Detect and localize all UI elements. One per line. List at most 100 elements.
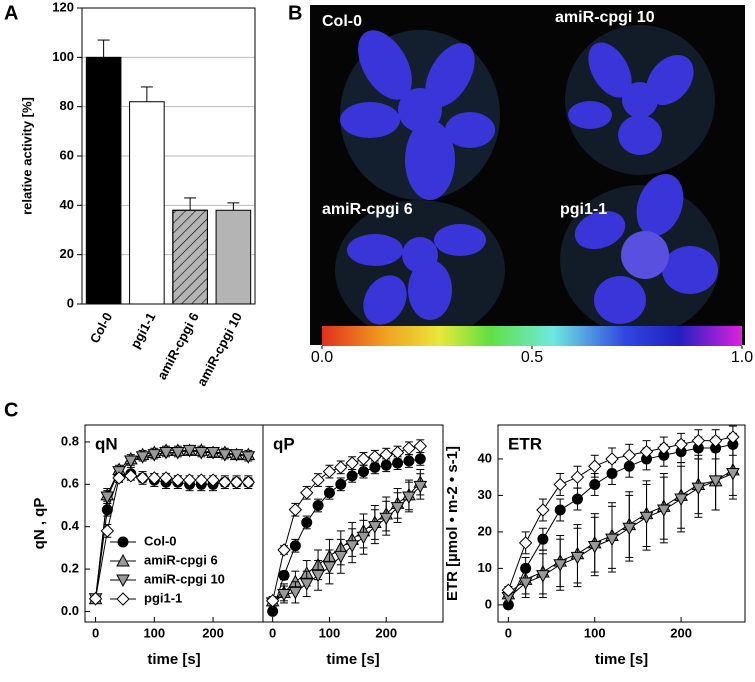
marker — [322, 561, 337, 574]
marker — [229, 475, 244, 489]
marker — [605, 533, 619, 547]
marker — [229, 449, 244, 462]
marker — [100, 524, 115, 538]
plot-title: qP — [273, 434, 295, 453]
marker — [708, 433, 723, 448]
marker — [587, 540, 602, 554]
marker — [605, 452, 619, 466]
legend-label: Col-0 — [144, 533, 177, 548]
x-tick-label: pgi1-1 — [127, 310, 158, 351]
marker — [288, 503, 303, 517]
marker — [277, 543, 291, 557]
marker — [182, 444, 197, 458]
panel-label: A — [4, 2, 18, 24]
marker — [194, 447, 209, 460]
bar-hatch — [172, 209, 208, 305]
marker — [334, 460, 348, 475]
marker — [571, 493, 583, 505]
colorbar-tick-label: 0.5 — [521, 349, 543, 366]
marker — [726, 468, 740, 481]
marker — [403, 455, 415, 467]
image-label: amiR-cpgi 10 — [555, 9, 655, 26]
x-tick-label: 0 — [505, 625, 512, 640]
y-tick-label: 40 — [478, 450, 492, 465]
marker — [380, 459, 392, 471]
panel-label: C — [4, 399, 18, 421]
marker — [241, 475, 256, 489]
legend-label: pgi1-1 — [144, 590, 182, 605]
x-tick-label: 100 — [143, 625, 165, 640]
marker — [311, 569, 325, 583]
marker — [218, 475, 232, 489]
marker — [346, 470, 358, 482]
y-axis-label: qN , qP — [31, 498, 48, 550]
y-tick-label: 10 — [478, 560, 492, 575]
marker — [194, 473, 209, 487]
marker — [123, 455, 138, 469]
image-label: amiR-cpgi 6 — [322, 201, 413, 218]
x-tick-label: 200 — [375, 625, 397, 640]
marker — [333, 550, 348, 564]
marker — [277, 588, 291, 602]
marker — [402, 491, 416, 505]
marker — [657, 441, 671, 455]
photo — [310, 5, 745, 346]
legend-marker — [116, 574, 130, 588]
marker — [368, 450, 382, 464]
y-axis-label: relative activity [%] — [19, 97, 34, 215]
plot-frame — [497, 424, 746, 623]
panel-label: B — [288, 2, 302, 24]
legend-label: amiR-cpgi 10 — [144, 571, 225, 586]
x-tick-label: amiR-cpgi 6 — [154, 310, 202, 382]
bar — [215, 209, 252, 305]
marker — [518, 536, 533, 550]
marker — [265, 594, 280, 608]
x-tick-label: amiR-cpgi 10 — [194, 310, 245, 388]
x-tick-label: 0 — [92, 625, 99, 640]
marker — [147, 449, 162, 462]
y-tick-label: 100 — [52, 49, 74, 64]
marker — [135, 451, 150, 464]
marker — [518, 577, 533, 591]
marker — [301, 516, 313, 528]
y-tick-label: 0.8 — [61, 433, 79, 448]
image-label: pgi1-1 — [560, 201, 607, 218]
marker — [100, 491, 115, 505]
marker — [322, 464, 337, 479]
marker — [356, 531, 371, 545]
marker — [674, 437, 688, 452]
marker — [182, 473, 197, 487]
plot-title: qN — [95, 434, 118, 453]
x-tick-label: 200 — [202, 625, 224, 640]
marker — [554, 504, 566, 516]
y-tick-label: 40 — [60, 197, 74, 212]
marker — [501, 583, 516, 597]
y-tick-label: 0 — [67, 295, 74, 310]
y-tick-label: 120 — [52, 0, 74, 14]
marker — [553, 477, 567, 492]
y-tick-label: 0.2 — [61, 560, 79, 575]
marker — [217, 449, 232, 462]
marker — [674, 493, 688, 507]
marker — [369, 461, 381, 473]
marker — [589, 478, 601, 490]
marker — [159, 471, 173, 485]
y-tick-label: 0.4 — [61, 518, 80, 533]
marker — [536, 503, 550, 517]
marker — [88, 591, 103, 606]
marker — [639, 444, 654, 459]
marker — [413, 480, 428, 494]
marker — [390, 445, 405, 460]
marker — [312, 499, 324, 511]
legend-marker — [116, 592, 130, 606]
marker — [135, 471, 150, 485]
y-tick-label: 0.6 — [61, 476, 79, 491]
image-label: Col-0 — [322, 13, 362, 30]
marker — [358, 466, 370, 478]
colorbar-tick-label: 0.0 — [311, 349, 333, 366]
marker — [392, 457, 404, 469]
marker — [159, 447, 173, 460]
x-axis-label: time [s] — [147, 651, 200, 668]
marker — [588, 459, 602, 473]
